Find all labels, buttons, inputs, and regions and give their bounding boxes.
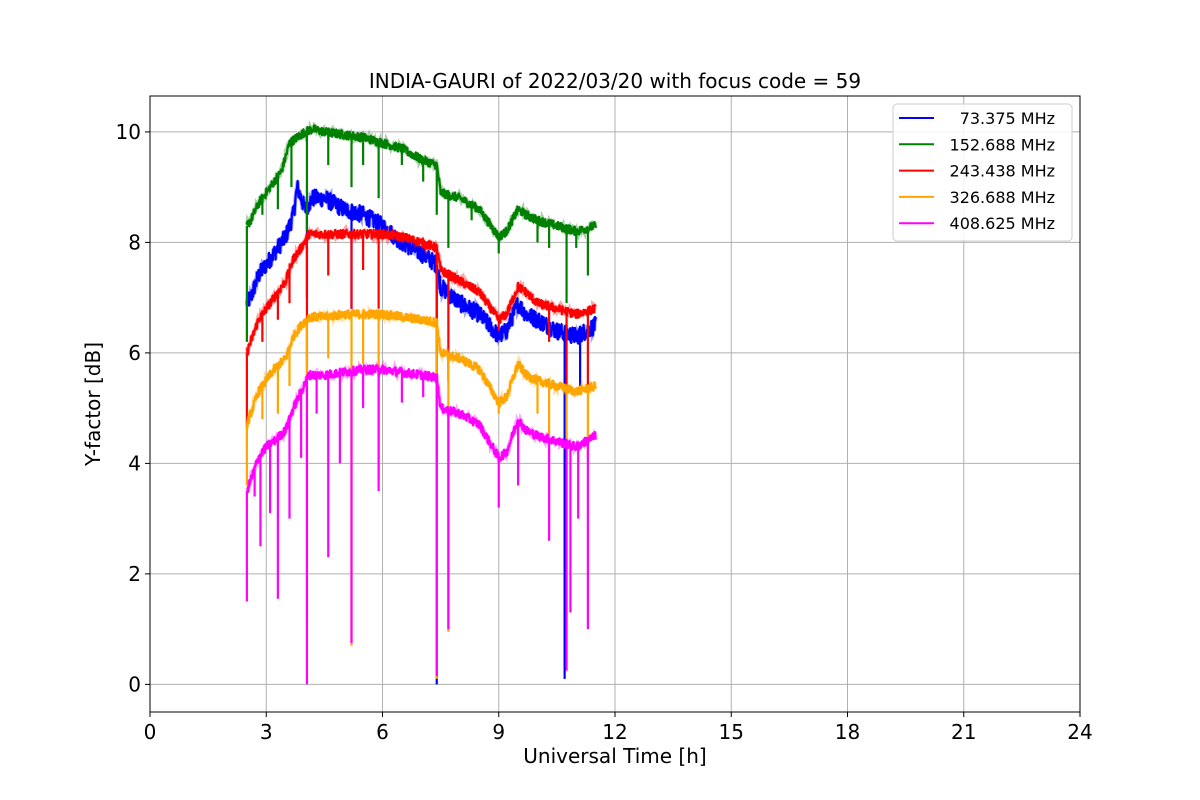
x-axis-label: Universal Time [h] — [523, 744, 706, 768]
x-tick-label: 21 — [951, 720, 976, 744]
series-line — [245, 308, 597, 430]
series-4 — [245, 359, 598, 685]
legend: 73.375 MHz 152.688 MHz 243.438 MHz 326.688 … — [892, 103, 1073, 242]
y-tick-label: 10 — [116, 120, 141, 144]
legend-entry-label: 152.688 MHz — [950, 135, 1055, 154]
x-tick-label: 15 — [719, 720, 744, 744]
y-tick-label: 2 — [128, 562, 141, 586]
x-tick-label: 0 — [144, 720, 157, 744]
series-noise-band — [244, 304, 598, 430]
series-noise-band — [244, 120, 598, 243]
series-line — [246, 364, 597, 493]
legend-entry-label: 408.625 MHz — [950, 214, 1055, 233]
series-noise-band — [244, 180, 598, 347]
x-tick-label: 3 — [260, 720, 273, 744]
legend-box — [892, 103, 1073, 242]
y-tick-label: 6 — [128, 341, 141, 365]
series-noise-band — [245, 359, 598, 493]
x-tick-label: 9 — [492, 720, 505, 744]
series-line — [245, 179, 597, 345]
series-line — [245, 124, 597, 241]
series-line — [245, 228, 597, 357]
legend-entry-label: 243.438 MHz — [950, 162, 1055, 181]
y-axis-label: Y-factor [dB] — [81, 342, 105, 467]
chart-title: INDIA-GAURI of 2022/03/20 with focus cod… — [369, 69, 861, 93]
series-1 — [244, 120, 598, 342]
legend-entry-label: 73.375 MHz — [960, 109, 1055, 128]
series-group — [244, 120, 598, 685]
x-tick-label: 6 — [376, 720, 389, 744]
y-tick-label: 4 — [128, 451, 141, 475]
legend-entry-label: 326.688 MHz — [950, 188, 1055, 207]
y-tick-label: 8 — [128, 230, 141, 254]
x-tick-label: 24 — [1067, 720, 1092, 744]
x-tick-label: 18 — [835, 720, 860, 744]
x-tick-label: 12 — [602, 720, 627, 744]
y-tick-label: 0 — [128, 672, 141, 696]
series-noise-band — [245, 223, 598, 356]
